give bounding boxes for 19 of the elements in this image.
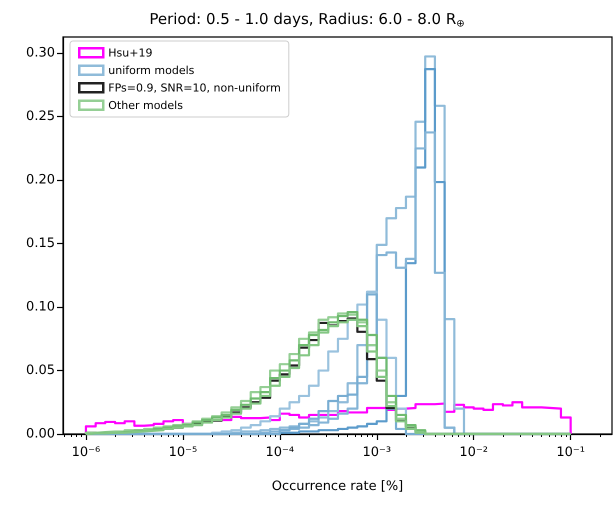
- y-tick-label: 0.15: [26, 236, 55, 252]
- legend-label: Other models: [108, 98, 184, 112]
- x-tick-label: 10⁻⁴: [266, 445, 294, 460]
- x-tick-label: 10⁻⁵: [168, 445, 198, 460]
- legend-label: uniform models: [108, 64, 195, 77]
- y-tick-label: 0.05: [26, 363, 55, 378]
- y-tick-label: 0.25: [26, 109, 55, 124]
- x-tick-label: 10⁻¹: [556, 445, 585, 460]
- legend-label: Hsu+19: [108, 46, 152, 60]
- x-tick-label: 10⁻²: [459, 445, 488, 460]
- x-axis-title: Occurrence rate [%]: [272, 479, 404, 494]
- legend-label: FPs=0.9, SNR=10, non-uniform: [108, 81, 281, 94]
- y-tick-label: 0.00: [26, 426, 55, 442]
- chart-title: Period: 0.5 - 1.0 days, Radius: 6.0 - 8.0 R⊕: [149, 10, 465, 30]
- x-tick-label: 10⁻³: [362, 445, 392, 460]
- y-tick-label: 0.30: [26, 46, 55, 61]
- y-tick-label: 0.10: [26, 300, 55, 315]
- y-tick-label: 0.20: [26, 172, 55, 188]
- x-tick-label: 10⁻⁶: [72, 445, 100, 460]
